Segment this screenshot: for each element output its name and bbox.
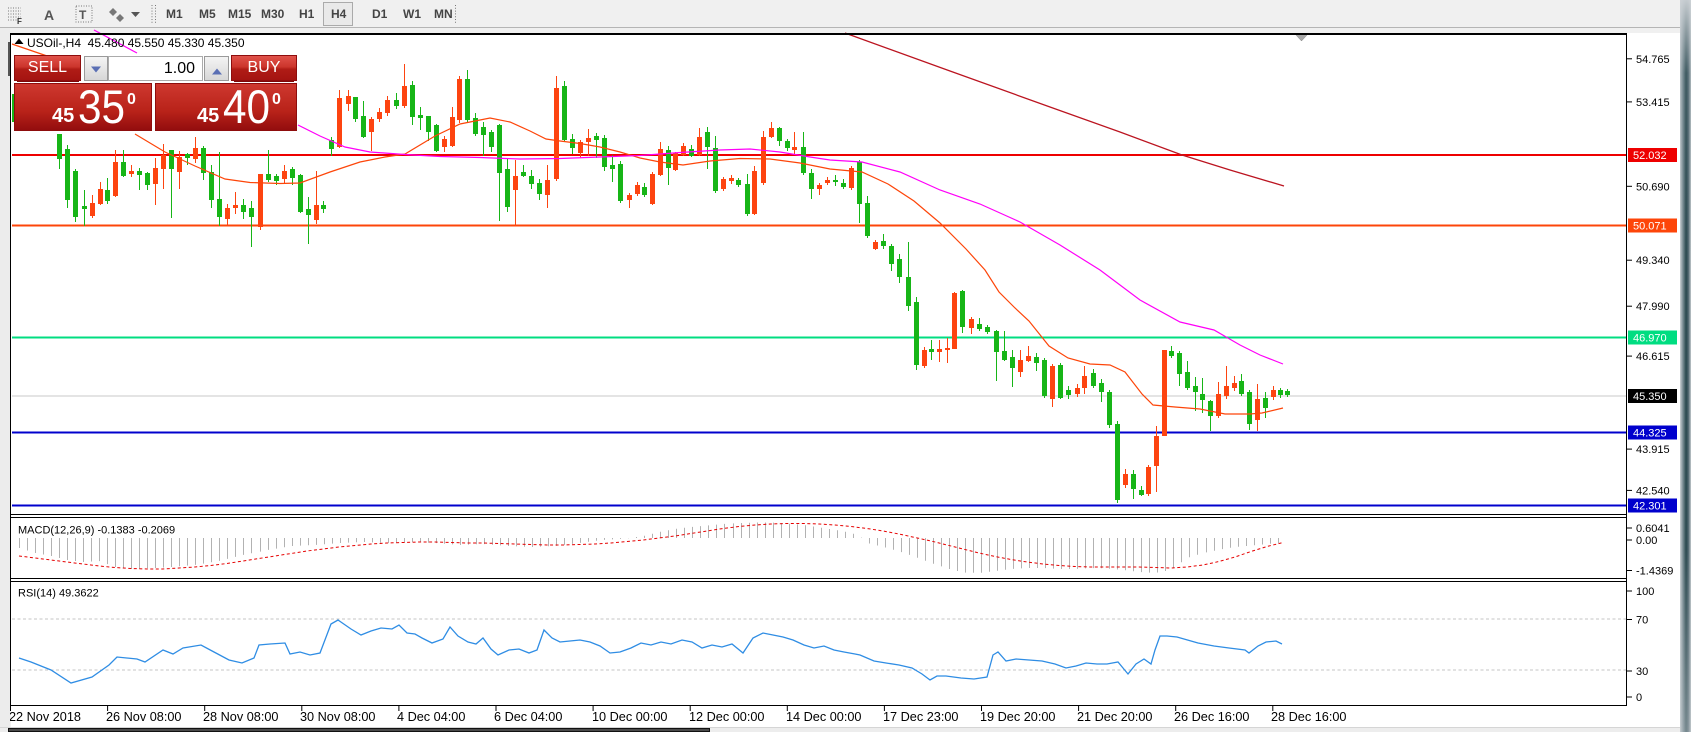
svg-text:54.765: 54.765 xyxy=(1636,54,1670,66)
svg-text:10 Dec 00:00: 10 Dec 00:00 xyxy=(592,710,667,724)
svg-text:T: T xyxy=(79,8,87,22)
svg-text:28 Dec 16:00: 28 Dec 16:00 xyxy=(1271,710,1346,724)
svg-text:26 Dec 16:00: 26 Dec 16:00 xyxy=(1174,710,1249,724)
svg-text:12 Dec 00:00: 12 Dec 00:00 xyxy=(689,710,764,724)
svg-text:MACD(12,26,9) -0.1383 -0.2069: MACD(12,26,9) -0.1383 -0.2069 xyxy=(18,525,175,537)
svg-text:50.071: 50.071 xyxy=(1633,221,1667,233)
svg-text:46.615: 46.615 xyxy=(1636,351,1670,363)
svg-text:30: 30 xyxy=(1636,666,1648,678)
svg-text:-1.4369: -1.4369 xyxy=(1636,566,1673,578)
svg-text:0.6041: 0.6041 xyxy=(1636,523,1670,535)
svg-text:100: 100 xyxy=(1636,586,1654,598)
svg-text:26 Nov 08:00: 26 Nov 08:00 xyxy=(106,710,181,724)
svg-text:A: A xyxy=(44,7,54,23)
svg-text:RSI(14) 49.3622: RSI(14) 49.3622 xyxy=(18,588,99,600)
svg-text:4 Dec 04:00: 4 Dec 04:00 xyxy=(397,710,465,724)
svg-text:30 Nov 08:00: 30 Nov 08:00 xyxy=(300,710,375,724)
svg-text:42.301: 42.301 xyxy=(1633,501,1667,513)
svg-text:47.990: 47.990 xyxy=(1636,301,1670,313)
svg-text:44.325: 44.325 xyxy=(1633,428,1667,440)
svg-text:53.415: 53.415 xyxy=(1636,97,1670,109)
svg-text:52.032: 52.032 xyxy=(1633,150,1667,162)
svg-text:USOil-,H4 45.480 45.550 45.33: USOil-,H4 45.480 45.550 45.330 45.350 xyxy=(27,36,245,50)
svg-text:45.350: 45.350 xyxy=(1633,391,1667,403)
svg-text:14 Dec 00:00: 14 Dec 00:00 xyxy=(786,710,861,724)
svg-text:43.915: 43.915 xyxy=(1636,444,1670,456)
svg-text:19 Dec 20:00: 19 Dec 20:00 xyxy=(980,710,1055,724)
svg-text:0.00: 0.00 xyxy=(1636,535,1657,547)
svg-text:21 Dec 20:00: 21 Dec 20:00 xyxy=(1077,710,1152,724)
svg-text:46.970: 46.970 xyxy=(1633,333,1667,345)
svg-text:70: 70 xyxy=(1636,615,1648,627)
svg-text:50.690: 50.690 xyxy=(1636,181,1670,193)
svg-text:0: 0 xyxy=(1636,692,1642,704)
svg-text:49.340: 49.340 xyxy=(1636,255,1670,267)
svg-text:17 Dec 23:00: 17 Dec 23:00 xyxy=(883,710,958,724)
svg-text:42.540: 42.540 xyxy=(1636,485,1670,497)
svg-text:6 Dec 04:00: 6 Dec 04:00 xyxy=(494,710,562,724)
svg-text:22 Nov 2018: 22 Nov 2018 xyxy=(9,710,81,724)
svg-text:28 Nov 08:00: 28 Nov 08:00 xyxy=(203,710,278,724)
svg-text:F: F xyxy=(17,17,22,26)
